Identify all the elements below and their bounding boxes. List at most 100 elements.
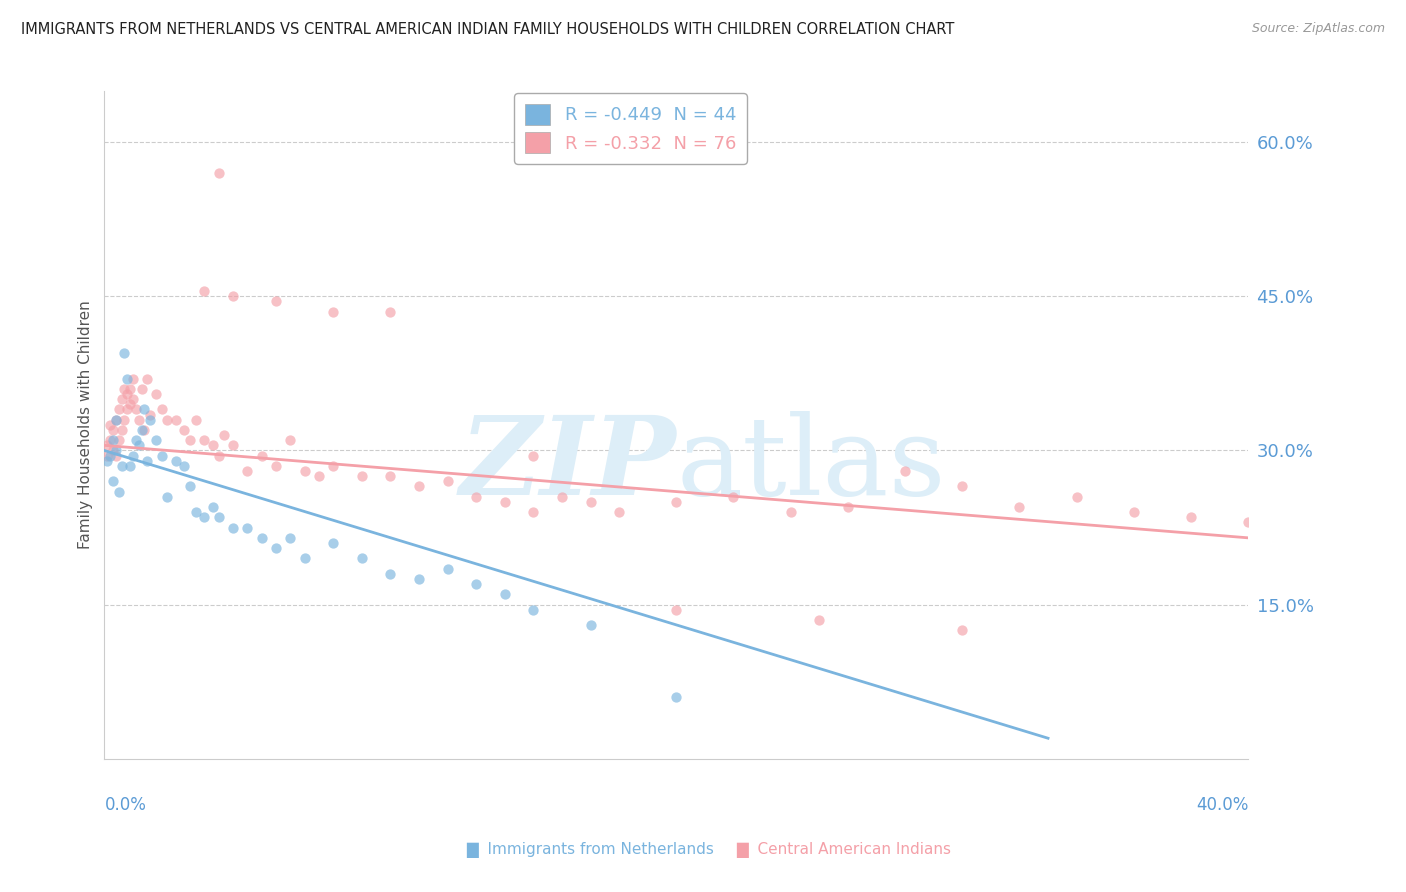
- Point: [380, 566, 402, 581]
- Point: [723, 490, 745, 504]
- Point: [779, 505, 801, 519]
- Point: [125, 402, 148, 417]
- Point: [131, 423, 153, 437]
- Point: [136, 454, 159, 468]
- Point: [145, 387, 167, 401]
- Point: [96, 454, 118, 468]
- Point: [112, 346, 135, 360]
- Point: [150, 402, 173, 417]
- Point: [112, 412, 135, 426]
- Point: [98, 449, 121, 463]
- Point: [1122, 505, 1144, 519]
- Point: [112, 382, 135, 396]
- Point: [156, 412, 179, 426]
- Point: [128, 438, 150, 452]
- Point: [494, 587, 516, 601]
- Point: [380, 305, 402, 319]
- Point: [101, 423, 124, 437]
- Point: [264, 541, 287, 555]
- Text: 40.0%: 40.0%: [1197, 796, 1249, 814]
- Point: [98, 417, 121, 432]
- Point: [278, 434, 301, 448]
- Point: [122, 392, 145, 406]
- Point: [250, 449, 273, 463]
- Text: ZIP: ZIP: [460, 411, 676, 518]
- Point: [96, 438, 118, 452]
- Point: [165, 454, 187, 468]
- Text: Source: ZipAtlas.com: Source: ZipAtlas.com: [1251, 22, 1385, 36]
- Point: [122, 371, 145, 385]
- Text: IMMIGRANTS FROM NETHERLANDS VS CENTRAL AMERICAN INDIAN FAMILY HOUSEHOLDS WITH CH: IMMIGRANTS FROM NETHERLANDS VS CENTRAL A…: [21, 22, 955, 37]
- Point: [184, 505, 207, 519]
- Point: [139, 408, 162, 422]
- Point: [579, 618, 602, 632]
- Point: [96, 449, 118, 463]
- Text: 0.0%: 0.0%: [104, 796, 146, 814]
- Point: [150, 449, 173, 463]
- Point: [808, 613, 831, 627]
- Point: [294, 551, 316, 566]
- Point: [236, 520, 259, 534]
- Point: [120, 382, 142, 396]
- Point: [134, 423, 156, 437]
- Point: [173, 423, 195, 437]
- Point: [193, 510, 215, 524]
- Point: [120, 397, 142, 411]
- Point: [139, 412, 162, 426]
- Point: [250, 531, 273, 545]
- Text: █  Central American Indians: █ Central American Indians: [737, 842, 950, 858]
- Point: [551, 490, 574, 504]
- Point: [107, 402, 129, 417]
- Point: [579, 495, 602, 509]
- Point: [202, 438, 225, 452]
- Point: [465, 490, 488, 504]
- Point: [607, 505, 630, 519]
- Point: [522, 505, 544, 519]
- Point: [173, 458, 195, 473]
- Point: [101, 434, 124, 448]
- Point: [179, 479, 201, 493]
- Point: [894, 464, 917, 478]
- Point: [120, 458, 142, 473]
- Point: [408, 479, 430, 493]
- Point: [110, 423, 132, 437]
- Point: [1066, 490, 1088, 504]
- Point: [136, 371, 159, 385]
- Y-axis label: Family Households with Children: Family Households with Children: [79, 301, 93, 549]
- Point: [350, 551, 373, 566]
- Point: [208, 449, 231, 463]
- Point: [131, 382, 153, 396]
- Point: [1237, 516, 1260, 530]
- Point: [179, 434, 201, 448]
- Point: [322, 305, 344, 319]
- Point: [308, 469, 330, 483]
- Point: [350, 469, 373, 483]
- Point: [98, 434, 121, 448]
- Point: [278, 531, 301, 545]
- Text: atlas: atlas: [676, 411, 946, 518]
- Point: [380, 469, 402, 483]
- Point: [236, 464, 259, 478]
- Point: [436, 475, 458, 489]
- Point: [156, 490, 179, 504]
- Point: [117, 402, 139, 417]
- Point: [214, 428, 236, 442]
- Point: [117, 371, 139, 385]
- Point: [665, 690, 688, 705]
- Point: [436, 562, 458, 576]
- Point: [222, 289, 245, 303]
- Point: [208, 510, 231, 524]
- Point: [122, 449, 145, 463]
- Point: [665, 495, 688, 509]
- Point: [1008, 500, 1031, 514]
- Point: [110, 392, 132, 406]
- Point: [522, 449, 544, 463]
- Point: [294, 464, 316, 478]
- Point: [117, 387, 139, 401]
- Point: [837, 500, 859, 514]
- Point: [322, 536, 344, 550]
- Point: [184, 412, 207, 426]
- Point: [125, 434, 148, 448]
- Point: [1180, 510, 1202, 524]
- Point: [104, 412, 127, 426]
